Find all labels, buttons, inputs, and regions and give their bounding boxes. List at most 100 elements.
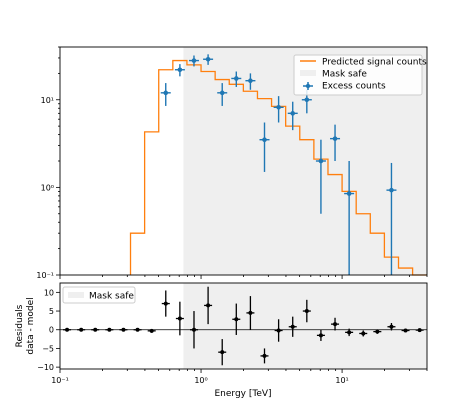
residual-point [260,348,269,364]
excess-point [231,71,242,87]
excess-marker [177,67,183,73]
residual-point [133,327,142,332]
bottom-ylabel: Residuals data - model [15,297,36,354]
excess-marker [262,137,267,143]
excess-point [188,55,199,67]
excess-point [174,64,185,77]
residual-point [147,328,156,333]
residual-point [77,327,86,332]
excess-point [315,139,326,214]
excess-marker [346,191,352,196]
y-tick-label: 10⁰ [41,183,54,192]
residual-point [189,311,198,349]
residual-point [204,286,213,325]
excess-marker [191,58,197,63]
residual-point [345,328,354,337]
legend-mask-swatch [300,70,316,76]
excess-point [273,96,284,123]
y-tick-label: 10⁻¹ [36,271,54,280]
residual-marker [290,324,295,329]
x-tick-label: 10⁰ [194,376,207,385]
bottom-axes: 10⁻¹ 10⁰ 10¹ −10 −5 0 5 10 [37,282,428,385]
residual-marker [177,316,182,321]
y-tick-label: −5 [42,344,54,353]
residual-point [232,303,241,335]
residual-point [218,339,227,366]
legend-signal-label: Predicted signal counts [322,58,427,68]
bottom-panel: 10⁻¹ 10⁰ 10¹ −10 −5 0 5 10 Mask safe Residuals … [15,282,428,399]
residual-marker [107,327,112,332]
residual-point [373,329,382,334]
residual-point [331,317,340,331]
residual-marker [375,329,380,334]
legend-excess-swatch [303,82,313,90]
excess-marker [163,90,169,96]
residual-marker [262,353,267,358]
residual-marker [333,322,338,327]
excess-point [386,162,397,275]
residual-point [161,290,170,317]
residual-point [302,299,311,323]
y-tick-label: 10 [44,288,54,297]
residual-point [119,327,128,332]
y-tick-label: 5 [49,307,54,316]
residual-point [246,296,255,330]
residual-marker [79,327,84,332]
excess-point [160,83,171,106]
residual-marker [149,328,154,333]
residual-marker [403,328,408,333]
excess-point [203,54,214,65]
x-axis-label: Energy [TeV] [214,389,271,399]
residual-marker [65,327,70,332]
residual-marker [304,309,309,314]
predicted-signal-step [129,59,427,276]
excess-marker [219,90,225,96]
residual-marker [191,327,196,332]
residual-point [175,301,184,336]
excess-marker [304,97,310,103]
residual-marker [361,331,366,336]
excess-marker [332,136,338,141]
excess-counts-points [160,54,397,275]
residual-marker [163,301,168,306]
residual-point [316,329,325,341]
excess-marker [233,76,239,81]
bottom-mask-safe-region [183,283,427,369]
residual-point [359,330,368,337]
top-panel: 10⁻¹ 10⁰ 10¹ Predicted signal counts Mask … [36,46,428,280]
residual-marker [347,330,352,335]
residual-point [91,327,100,332]
x-tick-label: 10¹ [335,376,348,385]
excess-marker [290,111,296,116]
excess-point [259,122,270,172]
bottom-legend-mask-label: Mask safe [89,292,134,302]
excess-point [217,83,228,106]
bottom-legend-mask-swatch [68,292,84,298]
residual-point [288,316,297,337]
bottom-mask-safe-rect [183,283,427,369]
residual-marker [121,327,126,332]
residual-marker [389,324,394,329]
residual-marker [93,327,98,332]
top-axes: 10⁻¹ 10⁰ 10¹ [36,46,428,280]
residual-point [63,327,72,332]
x-tick-label: 10⁻¹ [51,376,69,385]
residual-marker [220,350,225,355]
residual-point [387,323,396,331]
residual-point [401,328,410,333]
residual-point [105,327,114,332]
residual-point [274,319,283,342]
residual-points [63,286,424,366]
excess-point [344,161,355,275]
bottom-legend: Mask safe [62,286,136,304]
excess-point [287,101,298,131]
y-tick-label: 0 [49,326,54,335]
top-legend-frame [293,54,423,96]
residual-marker [234,317,239,322]
ylabel-line-2: data - model [26,297,36,354]
residual-marker [248,310,253,315]
excess-point [245,73,256,90]
excess-marker [205,56,211,62]
predicted-signal-line [129,59,427,276]
bottom-legend-frame [62,286,136,304]
